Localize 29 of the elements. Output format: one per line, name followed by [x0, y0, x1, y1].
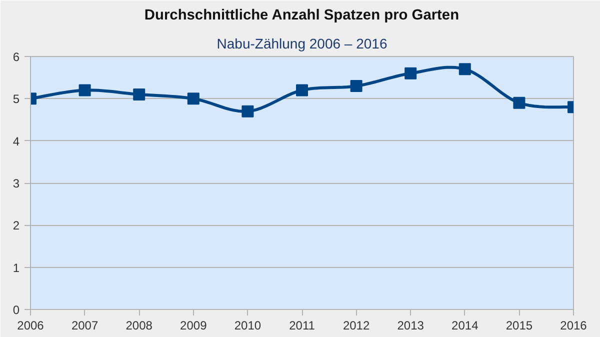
y-tick-label: 0 — [12, 303, 20, 317]
x-tick-label: 2012 — [342, 318, 370, 332]
y-tick-label: 5 — [12, 92, 20, 106]
x-tick-label: 2014 — [452, 318, 479, 332]
x-tick-label: 2011 — [289, 318, 316, 332]
y-tick-label: 2 — [12, 218, 20, 233]
point — [458, 63, 471, 76]
point — [513, 96, 526, 109]
point — [404, 67, 417, 80]
chart-title: Durchschnittliche Anzahl Spatzen pro Garten — [144, 8, 460, 24]
y-tick-label: 4 — [12, 134, 20, 148]
y-tick-label: 6 — [12, 50, 20, 64]
point — [78, 84, 91, 96]
y-tick-label: 1 — [12, 260, 20, 275]
chart-subtitle: Nabu-Zählung 2006 – 2016 — [216, 36, 388, 52]
point — [242, 105, 254, 118]
x-tick-label: 2006 — [17, 318, 44, 332]
point — [296, 84, 308, 96]
x-tick-label: 2007 — [71, 318, 98, 332]
x-tick-label: 2010 — [234, 318, 262, 332]
y-tick-label: 3 — [12, 176, 20, 190]
x-tick-label: 2008 — [126, 318, 153, 332]
point — [187, 92, 200, 105]
x-tick-label: 2013 — [397, 318, 424, 332]
point — [350, 80, 362, 92]
point — [133, 88, 146, 100]
x-tick-label: 2015 — [506, 318, 533, 332]
x-tick-label: 2009 — [180, 318, 208, 332]
x-tick-label: 2016 — [560, 318, 588, 332]
